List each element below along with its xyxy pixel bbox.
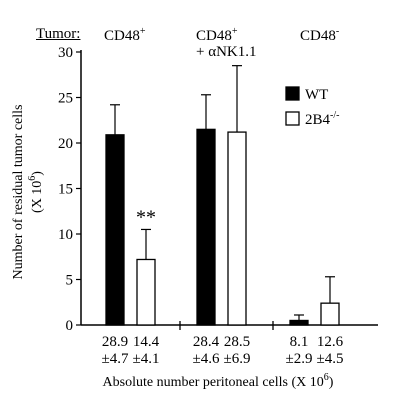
y-tick-label-25: 25 — [58, 91, 73, 107]
group-heading-3-sup: - — [335, 26, 340, 37]
group-heading-3: CD48- — [300, 26, 339, 45]
cell-count-1-0: 28.4 — [193, 334, 220, 350]
y-tick-label-0: 0 — [66, 318, 74, 334]
x-axis-label-sup: 6 — [324, 372, 329, 383]
x-axis-label-post: ) — [329, 375, 334, 390]
bar-WT-0 — [105, 134, 125, 326]
legend-swatch-2B4 — [285, 111, 300, 126]
group-heading-1-sup: + — [139, 26, 146, 37]
cell-count-sd-1-1: ±6.9 — [224, 351, 251, 367]
legend-label-WT: WT — [305, 87, 328, 103]
y-tick-label-15: 15 — [58, 182, 73, 198]
group-heading-2-sup: + — [231, 26, 238, 37]
cell-count-sd-0-1: ±4.1 — [133, 351, 160, 367]
x-axis-label-pre: Absolute number peritoneal cells (X 10 — [103, 375, 324, 390]
y-axis-label-line2-post: ) — [30, 171, 45, 176]
group-heading-2-text: CD48 — [196, 28, 232, 44]
cell-count-0-1: 14.4 — [133, 334, 160, 350]
legend: WT 2B4-/- — [285, 86, 339, 128]
y-tick-label-10: 10 — [58, 227, 73, 243]
cell-count-sd-1-0: ±4.6 — [193, 351, 220, 367]
group-heading-2: CD48+ — [196, 26, 237, 45]
cell-count-sd-2-1: ±4.5 — [317, 351, 344, 367]
cell-count-2-1: 12.6 — [317, 334, 344, 350]
y-axis-label-line1: Number of residual tumor cells — [11, 105, 26, 280]
cell-count-2-0: 8.1 — [290, 334, 309, 350]
bar-WT-1 — [196, 128, 216, 326]
group-heading-2-line2: + αNK1.1 — [196, 44, 257, 60]
y-axis-label-line2-pre: (X 10 — [30, 181, 45, 213]
y-axis-label-line2: (X 106) — [27, 171, 45, 213]
group-heading-3-text: CD48 — [300, 28, 336, 44]
bar-WT-2 — [289, 319, 309, 326]
y-tick-label-30: 30 — [58, 45, 73, 61]
cell-count-sd-0-0: ±4.7 — [102, 351, 129, 367]
bar-2B4-1 — [227, 131, 247, 326]
group-heading-1: CD48+ — [104, 26, 145, 45]
bar-2B4-0 — [136, 258, 156, 326]
cell-count-1-1: 28.5 — [224, 334, 250, 350]
tumor-row-label: Tumor: — [36, 26, 81, 42]
bar-2B4-2 — [320, 302, 340, 326]
plot-area: 0 5 10 15 20 25 30 28.9±4.714.4±4.1 28.4±4.628.5… — [58, 45, 378, 367]
y-axis-label: Number of residual tumor cells (X 106) — [11, 105, 45, 280]
significance-marker-0: ** — [136, 206, 156, 228]
x-axis-label: Absolute number peritoneal cells (X 106) — [103, 372, 334, 390]
group-heading-1-text: CD48 — [104, 28, 140, 44]
legend-label-2B4: 2B4-/- — [305, 110, 339, 128]
y-tick-label-20: 20 — [58, 136, 73, 152]
legend-swatch-WT — [285, 86, 300, 101]
cell-count-0-0: 28.9 — [102, 334, 128, 350]
y-axis-label-line2-sup: 6 — [27, 176, 38, 181]
cell-count-sd-2-0: ±2.9 — [286, 351, 313, 367]
y-tick-label-5: 5 — [66, 273, 74, 289]
